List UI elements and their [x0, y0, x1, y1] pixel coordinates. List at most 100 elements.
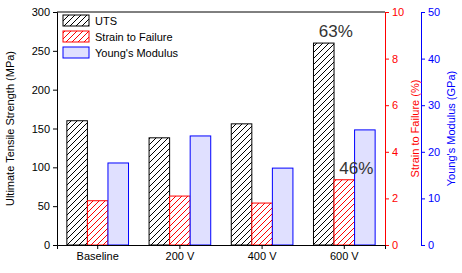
- legend-label: UTS: [95, 15, 117, 27]
- tick: 250: [32, 45, 57, 57]
- tick-mark: [385, 59, 389, 60]
- tick: 10: [421, 192, 440, 204]
- tick: 150: [32, 123, 57, 135]
- axis-line: [422, 13, 426, 246]
- tick: 2: [385, 192, 398, 204]
- tick: 8: [385, 53, 398, 65]
- legend-swatch: [63, 31, 89, 42]
- tick-mark: [53, 245, 57, 246]
- tick-label: 150: [32, 123, 50, 135]
- tick: 0: [385, 239, 398, 251]
- tick-label: 40: [428, 53, 440, 65]
- axis-title: Strain to Failure (%): [409, 80, 421, 178]
- tick-label: 600 V: [330, 250, 359, 262]
- y2-axis: 0 2 4 6 8 10: [385, 6, 404, 251]
- tick-mark: [344, 245, 345, 249]
- tick-label: 20: [428, 146, 440, 158]
- tick: 50: [38, 200, 57, 212]
- axis-title: Young's Modulus (GPa): [445, 71, 457, 186]
- tick-label: 50: [428, 6, 440, 18]
- tick-mark: [53, 206, 57, 207]
- tick-label: 0: [392, 239, 398, 251]
- tick-mark: [421, 59, 425, 60]
- tick-mark: [262, 245, 263, 249]
- tick: 10: [385, 6, 404, 18]
- tick-mark: [53, 90, 57, 91]
- tick-mark: [421, 245, 425, 246]
- tick-label: Baseline: [77, 250, 119, 262]
- tick-mark: [421, 12, 425, 13]
- x-axis: Baseline 200 V 400 V 600 V: [58, 245, 386, 262]
- bar: [170, 196, 191, 245]
- tick-label: 0: [428, 239, 434, 251]
- bar: [149, 138, 170, 245]
- tick: 0: [421, 239, 434, 251]
- tick-mark: [421, 105, 425, 106]
- tick-label: 2: [392, 192, 398, 204]
- bar: [313, 43, 334, 245]
- tick: 4: [385, 146, 398, 158]
- tick: 40: [421, 53, 440, 65]
- tick-mark: [385, 105, 389, 106]
- tick-mark: [53, 129, 57, 130]
- tick-label: 10: [392, 6, 404, 18]
- tick: 200 V: [166, 245, 195, 262]
- tick: 600 V: [330, 245, 359, 262]
- tick-label: 0: [44, 239, 50, 251]
- tick: 200: [32, 84, 57, 96]
- axis-line: [58, 246, 386, 250]
- tick: 20: [421, 146, 440, 158]
- bar: [334, 180, 355, 245]
- annotation: 63%: [319, 22, 353, 41]
- tick: 30: [421, 99, 440, 111]
- tick-mark: [421, 198, 425, 199]
- y3-axis: 0 10 20 30 40 50: [421, 6, 440, 251]
- tick-label: 4: [392, 146, 398, 158]
- tick: 300: [32, 6, 57, 18]
- tick-label: 30: [428, 99, 440, 111]
- bar: [231, 124, 252, 245]
- tick: 400 V: [248, 245, 277, 262]
- tick: 6: [385, 99, 398, 111]
- tick-mark: [385, 152, 389, 153]
- bars: [67, 43, 375, 245]
- tick-mark: [53, 51, 57, 52]
- tick-label: 100: [32, 161, 50, 173]
- legend-label: Strain to Failure: [95, 31, 173, 43]
- tick-label: 50: [38, 200, 50, 212]
- tick-label: 6: [392, 99, 398, 111]
- tick: Baseline: [77, 245, 119, 262]
- bar: [355, 130, 376, 245]
- legend-swatch: [63, 15, 89, 26]
- legend-label: Young's Modulus: [95, 47, 179, 59]
- tick: 100: [32, 161, 57, 173]
- tick: 0: [44, 239, 57, 251]
- tick-label: 8: [392, 53, 398, 65]
- tick: 50: [421, 6, 440, 18]
- tick-label: 10: [428, 192, 440, 204]
- bar: [108, 163, 129, 245]
- y-axis: 0 50 100 150 200 250 300: [32, 6, 58, 251]
- tick-mark: [179, 245, 180, 249]
- tick-label: 200: [32, 84, 50, 96]
- axis-line: [53, 13, 58, 246]
- tick-label: 200 V: [166, 250, 195, 262]
- bar: [272, 168, 293, 245]
- tick-mark: [421, 152, 425, 153]
- axis-title: Ultimate Tensile Strength (MPa): [4, 51, 16, 206]
- legend-swatch: [63, 47, 89, 58]
- tick-label: 300: [32, 6, 50, 18]
- chart: 050100150200250300024681001020304050Base…: [0, 0, 462, 273]
- bar: [252, 203, 273, 245]
- axis-line: [386, 13, 390, 246]
- bar: [67, 121, 88, 245]
- annotation: 46%: [339, 159, 373, 178]
- tick-label: 250: [32, 45, 50, 57]
- bar: [190, 136, 211, 245]
- tick-mark: [53, 167, 57, 168]
- tick-mark: [53, 12, 57, 13]
- frame: [57, 12, 385, 13]
- bar: [87, 201, 108, 245]
- tick-label: 400 V: [248, 250, 277, 262]
- tick-mark: [97, 245, 98, 249]
